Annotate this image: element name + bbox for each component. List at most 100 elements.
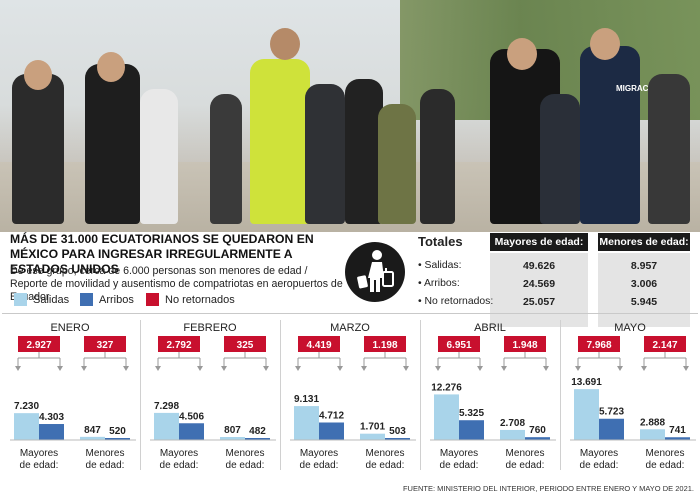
data-label-no-retornados: 1.198 xyxy=(372,340,397,351)
totals-row-label: • Arribos: xyxy=(418,278,460,289)
data-label-no-retornados: 2.927 xyxy=(26,340,51,351)
legend-swatch xyxy=(146,293,159,306)
bar-arribos-adults xyxy=(459,420,484,440)
group-label: de edad: xyxy=(300,460,339,471)
no-retornados-box xyxy=(504,336,546,352)
legend-item-arribos: Arribos xyxy=(80,293,134,306)
connector-arrow xyxy=(683,366,689,371)
data-label-salidas: 847 xyxy=(84,425,101,436)
no-retornados-box xyxy=(224,336,266,352)
no-retornados-box xyxy=(158,336,200,352)
person xyxy=(140,89,178,224)
bar-salidas-adults xyxy=(154,412,179,440)
connector-arrow xyxy=(403,366,409,371)
group-label: de edad: xyxy=(580,460,619,471)
bar-arribos-minors xyxy=(105,438,130,440)
group-label: de edad: xyxy=(226,460,265,471)
bar-arribos-adults xyxy=(319,422,344,440)
data-label-no-retornados: 7.968 xyxy=(586,340,611,351)
data-label-salidas: 7.298 xyxy=(154,401,179,412)
group-label: de edad: xyxy=(646,460,685,471)
police-officer xyxy=(250,59,310,224)
group-label: Menores xyxy=(86,448,125,459)
connector-arrow xyxy=(361,366,367,371)
data-label-arribos: 4.712 xyxy=(319,410,344,421)
data-label-salidas: 13.691 xyxy=(571,377,602,388)
connector-arrow xyxy=(155,366,161,371)
data-label-arribos: 5.723 xyxy=(599,407,624,418)
totals-value: 24.569 xyxy=(522,278,556,290)
month-title: MAYO xyxy=(614,322,646,334)
data-label-arribos: 4.303 xyxy=(39,412,64,423)
group-label: Menores xyxy=(226,448,265,459)
bar-arribos-minors xyxy=(385,438,410,440)
data-label-no-retornados: 325 xyxy=(237,340,254,351)
legend-item-salidas: Salidas xyxy=(14,293,69,306)
person-head xyxy=(270,28,300,60)
group-label: de edad: xyxy=(366,460,405,471)
bar-arribos-minors xyxy=(525,437,550,440)
legend-label: No retornados xyxy=(165,293,235,306)
connector-arrow xyxy=(617,366,623,371)
bar-salidas-adults xyxy=(434,394,459,440)
subtitle: De ese grupo, cerca de 6.000 personas so… xyxy=(10,265,343,303)
person xyxy=(210,94,242,224)
totals-title: Totales xyxy=(418,234,463,249)
connector-arrow xyxy=(221,366,227,371)
data-label-salidas: 7.230 xyxy=(14,401,39,412)
person-head xyxy=(97,52,125,82)
bar-salidas-adults xyxy=(14,413,39,440)
person-head xyxy=(590,28,620,60)
migration-label: MIGRACIÓN xyxy=(616,84,663,93)
month-title: FEBRERO xyxy=(183,322,237,334)
month-title: MARZO xyxy=(330,322,370,334)
legend-label: Arribos xyxy=(99,293,134,306)
month-title: ABRIL xyxy=(474,322,506,334)
totals-value: 49.626 xyxy=(522,260,556,272)
connector-arrow xyxy=(15,366,21,371)
headline: MÁS DE 31.000 ECUATORIANOS SE QUEDARON E… xyxy=(10,232,314,276)
month-title: ENERO xyxy=(50,322,90,334)
data-label-arribos: 760 xyxy=(529,425,546,436)
data-label-arribos: 741 xyxy=(669,425,686,436)
connector-arrow xyxy=(295,366,301,371)
no-retornados-box xyxy=(578,336,620,352)
bar-salidas-minors xyxy=(500,429,525,440)
header-photo: MIGRACIÓN xyxy=(0,0,700,232)
month-divider xyxy=(280,320,281,470)
data-label-salidas: 2.888 xyxy=(640,417,665,428)
legend-label: Salidas xyxy=(33,293,70,306)
bar-arribos-adults xyxy=(599,418,624,440)
person-head xyxy=(507,38,537,70)
legend-swatch xyxy=(80,293,93,306)
person-head xyxy=(24,60,52,90)
month-divider xyxy=(140,320,141,470)
no-retornados-box xyxy=(644,336,686,352)
group-label: de edad: xyxy=(440,460,479,471)
bar-arribos-minors xyxy=(665,437,690,440)
bar-arribos-minors xyxy=(245,438,270,440)
bar-salidas-minors xyxy=(80,436,105,440)
data-label-no-retornados: 2.792 xyxy=(166,340,191,351)
totals-value: 5.945 xyxy=(630,296,658,308)
bar-salidas-minors xyxy=(360,433,385,440)
person xyxy=(85,64,140,224)
source-note: FUENTE: MINISTERIO DEL INTERIOR, PERIODO… xyxy=(402,484,694,493)
group-label: Mayores xyxy=(160,448,198,459)
bar-salidas-adults xyxy=(294,406,319,440)
bar-salidas-minors xyxy=(220,437,245,440)
data-label-salidas: 12.276 xyxy=(431,382,462,393)
no-retornados-box xyxy=(438,336,480,352)
no-retornados-box xyxy=(364,336,406,352)
connector-arrow xyxy=(641,366,647,371)
totals-row-label: • Salidas: xyxy=(418,260,462,271)
totals-column-adults xyxy=(490,253,588,327)
data-label-no-retornados: 2.147 xyxy=(652,340,677,351)
connector-arrow xyxy=(123,366,129,371)
group-label: Menores xyxy=(366,448,405,459)
person xyxy=(420,89,455,224)
legend-item-no-retornados: No retornados xyxy=(146,293,235,306)
data-label-arribos: 503 xyxy=(389,426,406,437)
data-label-salidas: 9.131 xyxy=(294,394,319,405)
